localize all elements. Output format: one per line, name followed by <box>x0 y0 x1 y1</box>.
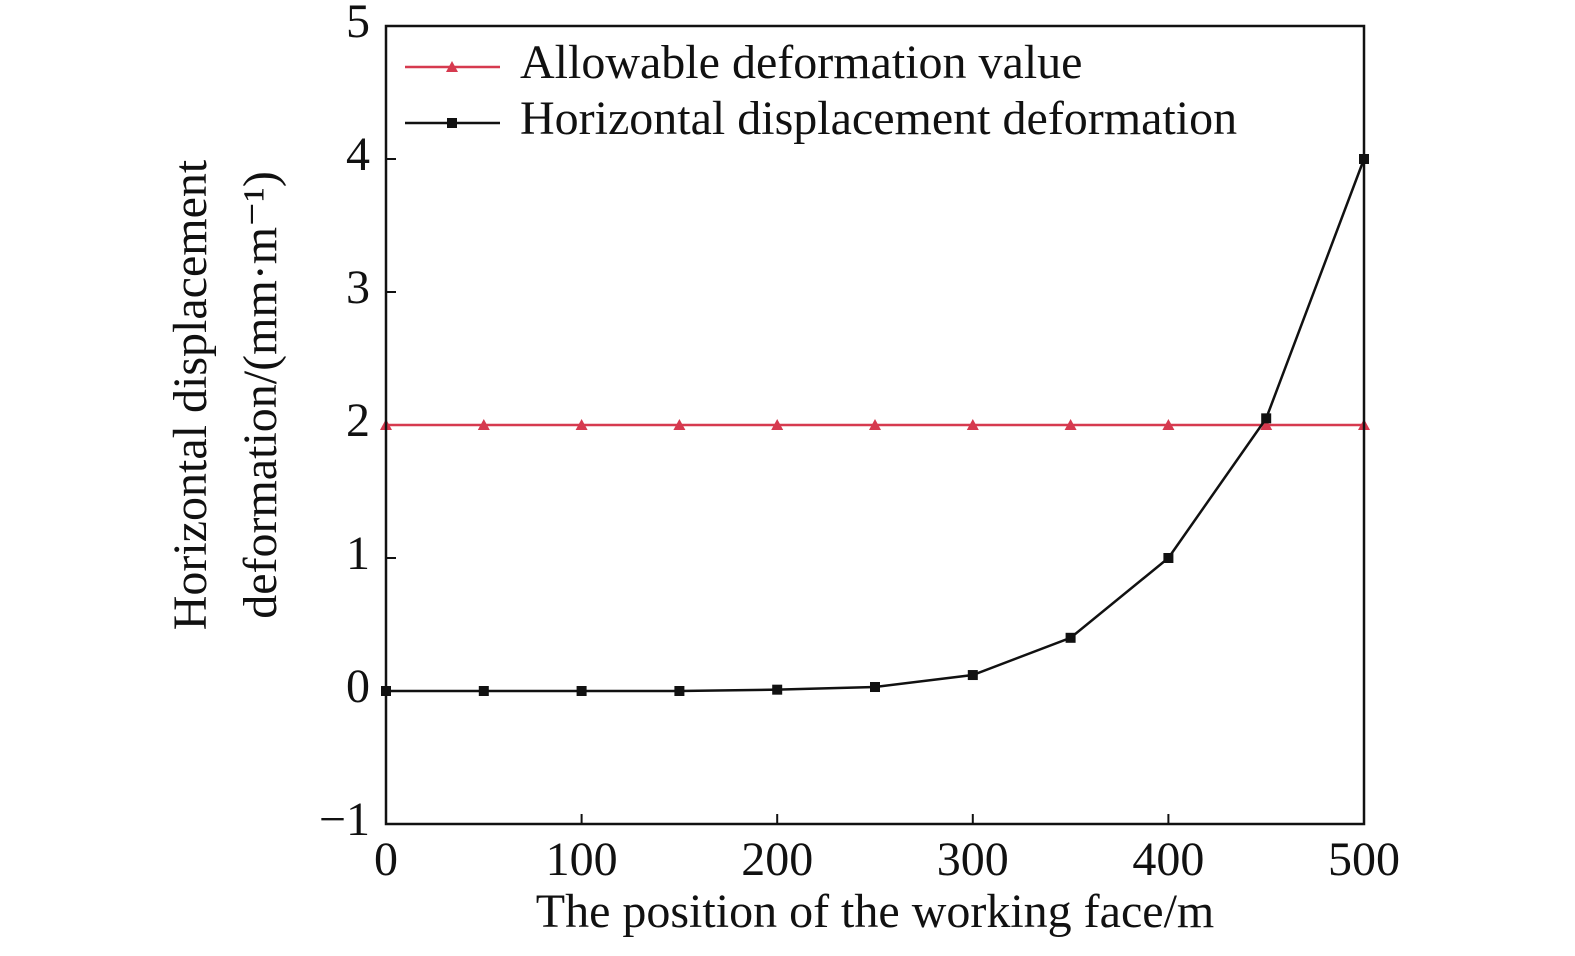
marker <box>870 682 880 693</box>
legend-label: Horizontal displacement deformation <box>520 92 1237 145</box>
legend-label: Allowable deformation value <box>520 36 1082 89</box>
marker <box>1065 632 1076 643</box>
y-axis-label: Horizontal displacement <box>164 159 217 630</box>
marker <box>673 419 686 430</box>
x-axis-label: The position of the working face/m <box>536 885 1215 938</box>
marker <box>966 419 979 430</box>
x-tick-label: 400 <box>1132 833 1204 886</box>
marker <box>1163 553 1174 563</box>
y-tick-label: 5 <box>346 0 370 48</box>
y-tick-label: 3 <box>346 261 370 314</box>
marker <box>478 686 489 696</box>
marker <box>869 419 881 430</box>
marker <box>771 419 784 430</box>
marker <box>967 670 978 681</box>
y-tick-label: −1 <box>319 793 370 846</box>
x-tick-label: 300 <box>937 833 1009 886</box>
y-tick-label: 4 <box>346 128 370 181</box>
marker <box>674 686 685 696</box>
marker <box>1162 419 1175 430</box>
x-tick-label: 200 <box>741 833 813 886</box>
x-tick-label: 0 <box>374 833 398 886</box>
y-tick-label: 0 <box>346 660 370 713</box>
marker <box>576 686 587 696</box>
marker <box>477 419 490 430</box>
plot-frame <box>384 24 1366 826</box>
x-tick-label: 100 <box>546 833 618 886</box>
y-tick-label: 2 <box>346 394 370 447</box>
marker <box>1064 419 1077 430</box>
legend-marker <box>447 118 457 128</box>
marker <box>575 419 588 430</box>
x-tick-label: 500 <box>1328 833 1400 886</box>
marker <box>772 684 783 695</box>
marker <box>1261 413 1272 424</box>
y-axis-label: deformation/(mm·m⁻¹) <box>234 171 287 619</box>
legend-marker <box>446 61 458 72</box>
marker <box>1260 419 1273 430</box>
y-tick-label: 1 <box>346 527 370 580</box>
